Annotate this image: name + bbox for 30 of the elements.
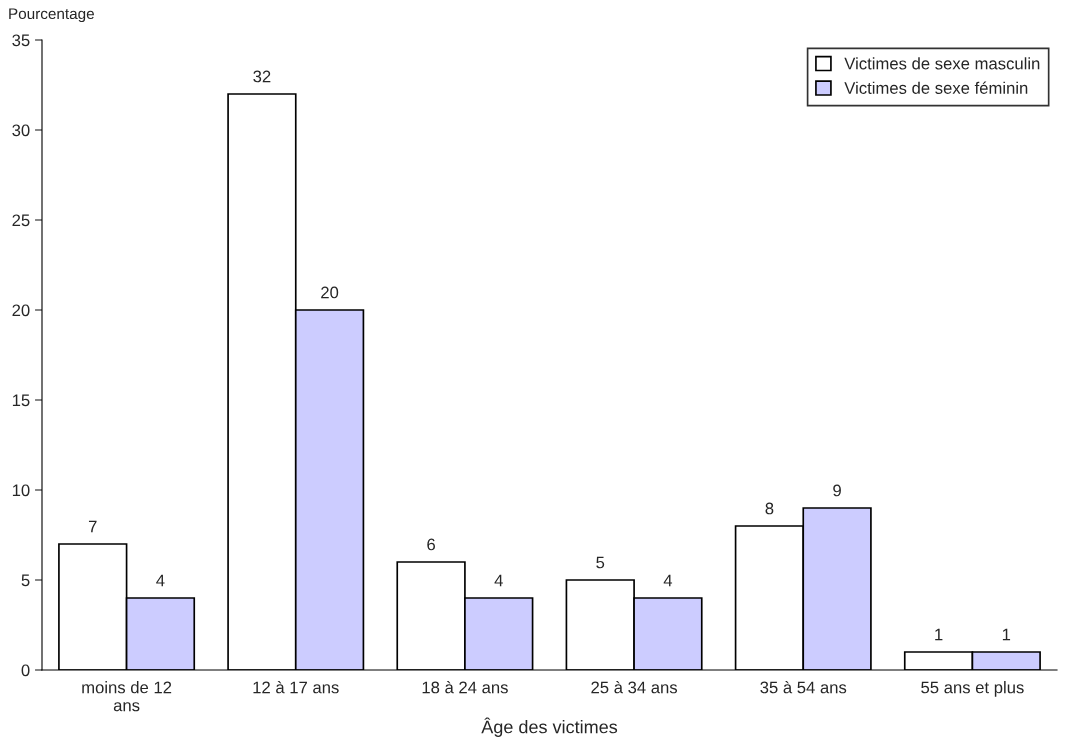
x-tick-label: 35 à 54 ans: [760, 680, 847, 694]
data-label: 4: [663, 574, 673, 587]
data-label: 6: [427, 538, 435, 551]
x-axis-title: Âge des victimes: [481, 717, 618, 737]
data-label: 7: [88, 520, 97, 533]
x-tick-label: 18 à 24 ans: [422, 680, 508, 694]
data-label: 32: [253, 70, 271, 83]
data-label: 8: [765, 502, 774, 515]
y-tick-label: 30: [12, 124, 30, 137]
y-tick-label: 20: [12, 304, 30, 317]
data-label: 4: [494, 574, 503, 587]
y-tick-label: 5: [21, 574, 30, 587]
y-axis-title: Pourcentage: [9, 8, 94, 23]
data-label: 5: [596, 556, 605, 569]
y-tick-label: 35: [12, 34, 30, 47]
x-tick-label: 25 à 34 ans: [591, 680, 678, 694]
y-tick-label: 0: [21, 664, 30, 677]
legend-label: Victimes de sexe féminin: [844, 81, 1028, 94]
x-tick-label: 12 à 17 ans: [253, 680, 339, 694]
x-tick-label: moins de 12 ans: [82, 681, 172, 712]
y-tick-label: 15: [12, 394, 30, 407]
data-label: 1: [935, 628, 943, 641]
data-label: 20: [321, 286, 339, 299]
data-label: 9: [833, 484, 841, 497]
x-tick-label: 55 ans et plus: [921, 681, 1024, 697]
data-label: 1: [1002, 628, 1011, 641]
y-tick-label: 10: [12, 484, 30, 497]
data-label: 4: [156, 574, 165, 587]
y-tick-label: 25: [12, 214, 30, 227]
legend-label: Victimes de sexe masculin: [844, 57, 1040, 70]
